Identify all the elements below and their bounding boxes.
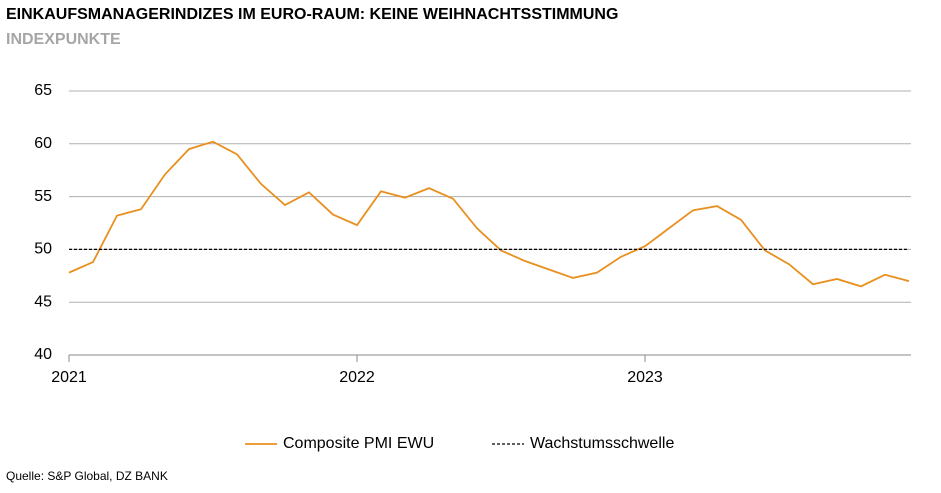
legend-label: Composite PMI EWU: [283, 435, 434, 452]
x-tick-label: 2023: [627, 369, 663, 386]
x-tick-label: 2022: [339, 369, 375, 386]
legend-label: Wachstumsschwelle: [530, 435, 674, 452]
y-tick-label: 50: [34, 241, 52, 258]
source: Quelle: S&P Global, DZ BANK: [6, 469, 168, 483]
chart-subtitle: INDEXPUNKTE: [6, 31, 121, 48]
y-tick-label: 55: [34, 188, 52, 205]
line-series: [68, 140, 910, 288]
y-tick-label: 65: [34, 82, 52, 99]
y-tick-label: 45: [34, 293, 52, 310]
y-tick-label: 60: [34, 135, 52, 152]
y-tick-label: 40: [34, 346, 52, 363]
chart-title: EINKAUFSMANAGERINDIZES IM EURO-RAUM: KEI…: [6, 6, 618, 23]
x-tick-label: 2021: [51, 369, 87, 386]
